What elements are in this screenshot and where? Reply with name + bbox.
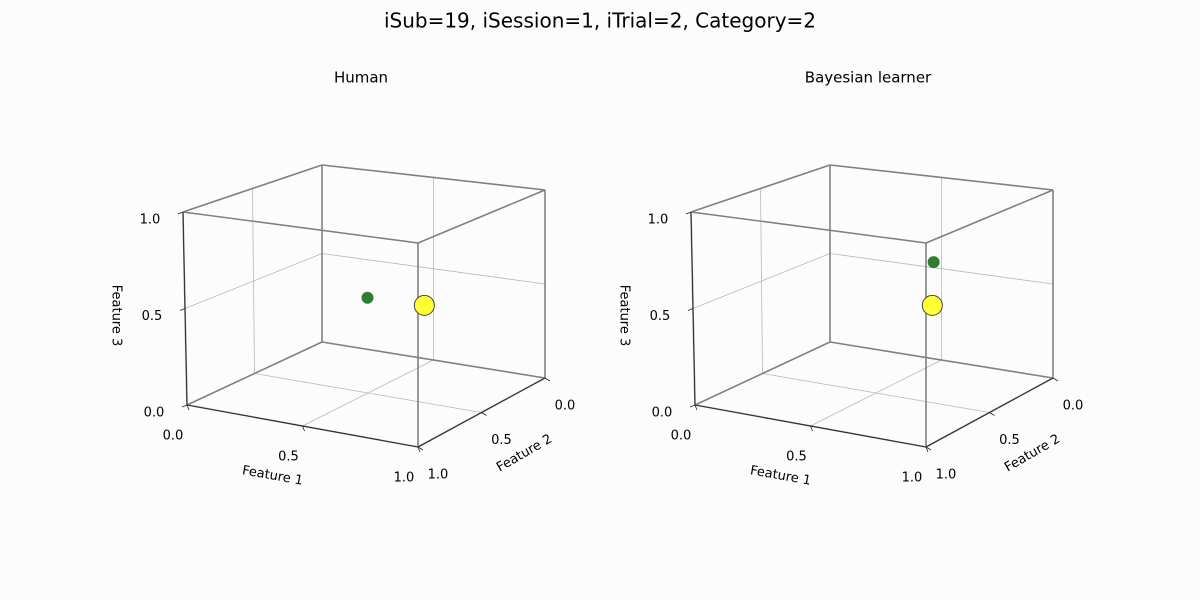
y-tick-label: 0.5 [999, 433, 1020, 448]
box-edge [417, 189, 546, 244]
panel-title: Bayesian learner [805, 69, 932, 87]
x-tick [810, 425, 813, 432]
y-tick-label: 0.0 [1063, 399, 1084, 414]
grid-line [829, 253, 1054, 285]
point [921, 294, 943, 316]
x-tick-label: 0.0 [163, 429, 184, 444]
z-tick-label: 1.0 [648, 213, 669, 228]
y-tick-label: 0.0 [555, 399, 576, 414]
box-edge [829, 164, 1054, 191]
x-tick [694, 404, 698, 411]
z-tick-label: 0.5 [142, 309, 163, 324]
y-tick [544, 377, 551, 382]
grid-line [254, 373, 482, 413]
box-edge [829, 341, 1054, 379]
z-tick [179, 308, 186, 311]
box-edge [186, 341, 323, 406]
x-tick [186, 404, 190, 411]
x-tick-label: 0.5 [786, 450, 807, 465]
grid-line [321, 253, 546, 285]
x-tick-label: 0.5 [278, 450, 299, 465]
x-tick [925, 446, 929, 453]
z-tick [685, 211, 692, 215]
grid-line [692, 253, 831, 309]
point [927, 256, 940, 269]
box-edge [182, 211, 419, 244]
y-tick [989, 412, 995, 416]
y-tick-label: 0.5 [491, 433, 512, 448]
box-edge [925, 189, 1054, 244]
y-tick [417, 446, 424, 451]
x-tick [302, 425, 305, 432]
figure-title: iSub=19, iSession=1, iTrial=2, Category=… [384, 9, 816, 33]
point [413, 294, 435, 316]
z-tick [687, 308, 694, 311]
x-tick-label: 1.0 [394, 471, 415, 486]
box-edge [690, 211, 927, 244]
grid-line [762, 373, 990, 413]
x-tick-label: 0.0 [671, 429, 692, 444]
box-edge [690, 164, 831, 213]
box-edge [694, 341, 831, 406]
z-tick-label: 0.0 [144, 406, 165, 421]
y-tick [1052, 377, 1059, 382]
y-tick [925, 446, 932, 451]
z-tick-label: 1.0 [140, 213, 161, 228]
box-edge [182, 164, 323, 213]
y-tick-label: 1.0 [936, 468, 957, 483]
box-edge [321, 164, 546, 191]
z-tick [689, 404, 696, 408]
z-tick [181, 404, 188, 408]
z-tick-label: 0.0 [652, 406, 673, 421]
y-tick [481, 412, 487, 416]
z-axis-label: Feature 3 [109, 285, 124, 347]
z-tick-label: 0.5 [650, 309, 671, 324]
z-tick [177, 211, 184, 215]
box-edge [321, 341, 546, 379]
y-tick-label: 1.0 [428, 468, 449, 483]
panel-title: Human [334, 69, 388, 87]
x-tick-label: 1.0 [902, 471, 923, 486]
point [361, 291, 374, 304]
grid-line [184, 253, 323, 309]
z-axis-label: Feature 3 [617, 285, 632, 347]
x-tick [417, 446, 421, 453]
